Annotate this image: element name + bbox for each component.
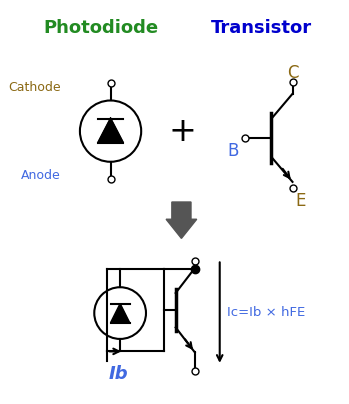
Text: Ib: Ib <box>109 365 128 383</box>
Text: E: E <box>295 192 305 210</box>
FancyArrow shape <box>166 202 197 238</box>
Text: Cathode: Cathode <box>8 80 61 94</box>
Text: +: + <box>169 115 196 147</box>
Polygon shape <box>98 119 123 143</box>
Polygon shape <box>111 303 130 323</box>
Text: Photodiode: Photodiode <box>43 19 158 37</box>
Text: Ic=Ib × hFE: Ic=Ib × hFE <box>228 306 306 319</box>
Text: Transistor: Transistor <box>211 19 312 37</box>
Text: Anode: Anode <box>21 169 61 182</box>
Text: C: C <box>287 64 298 82</box>
Text: B: B <box>228 142 239 160</box>
